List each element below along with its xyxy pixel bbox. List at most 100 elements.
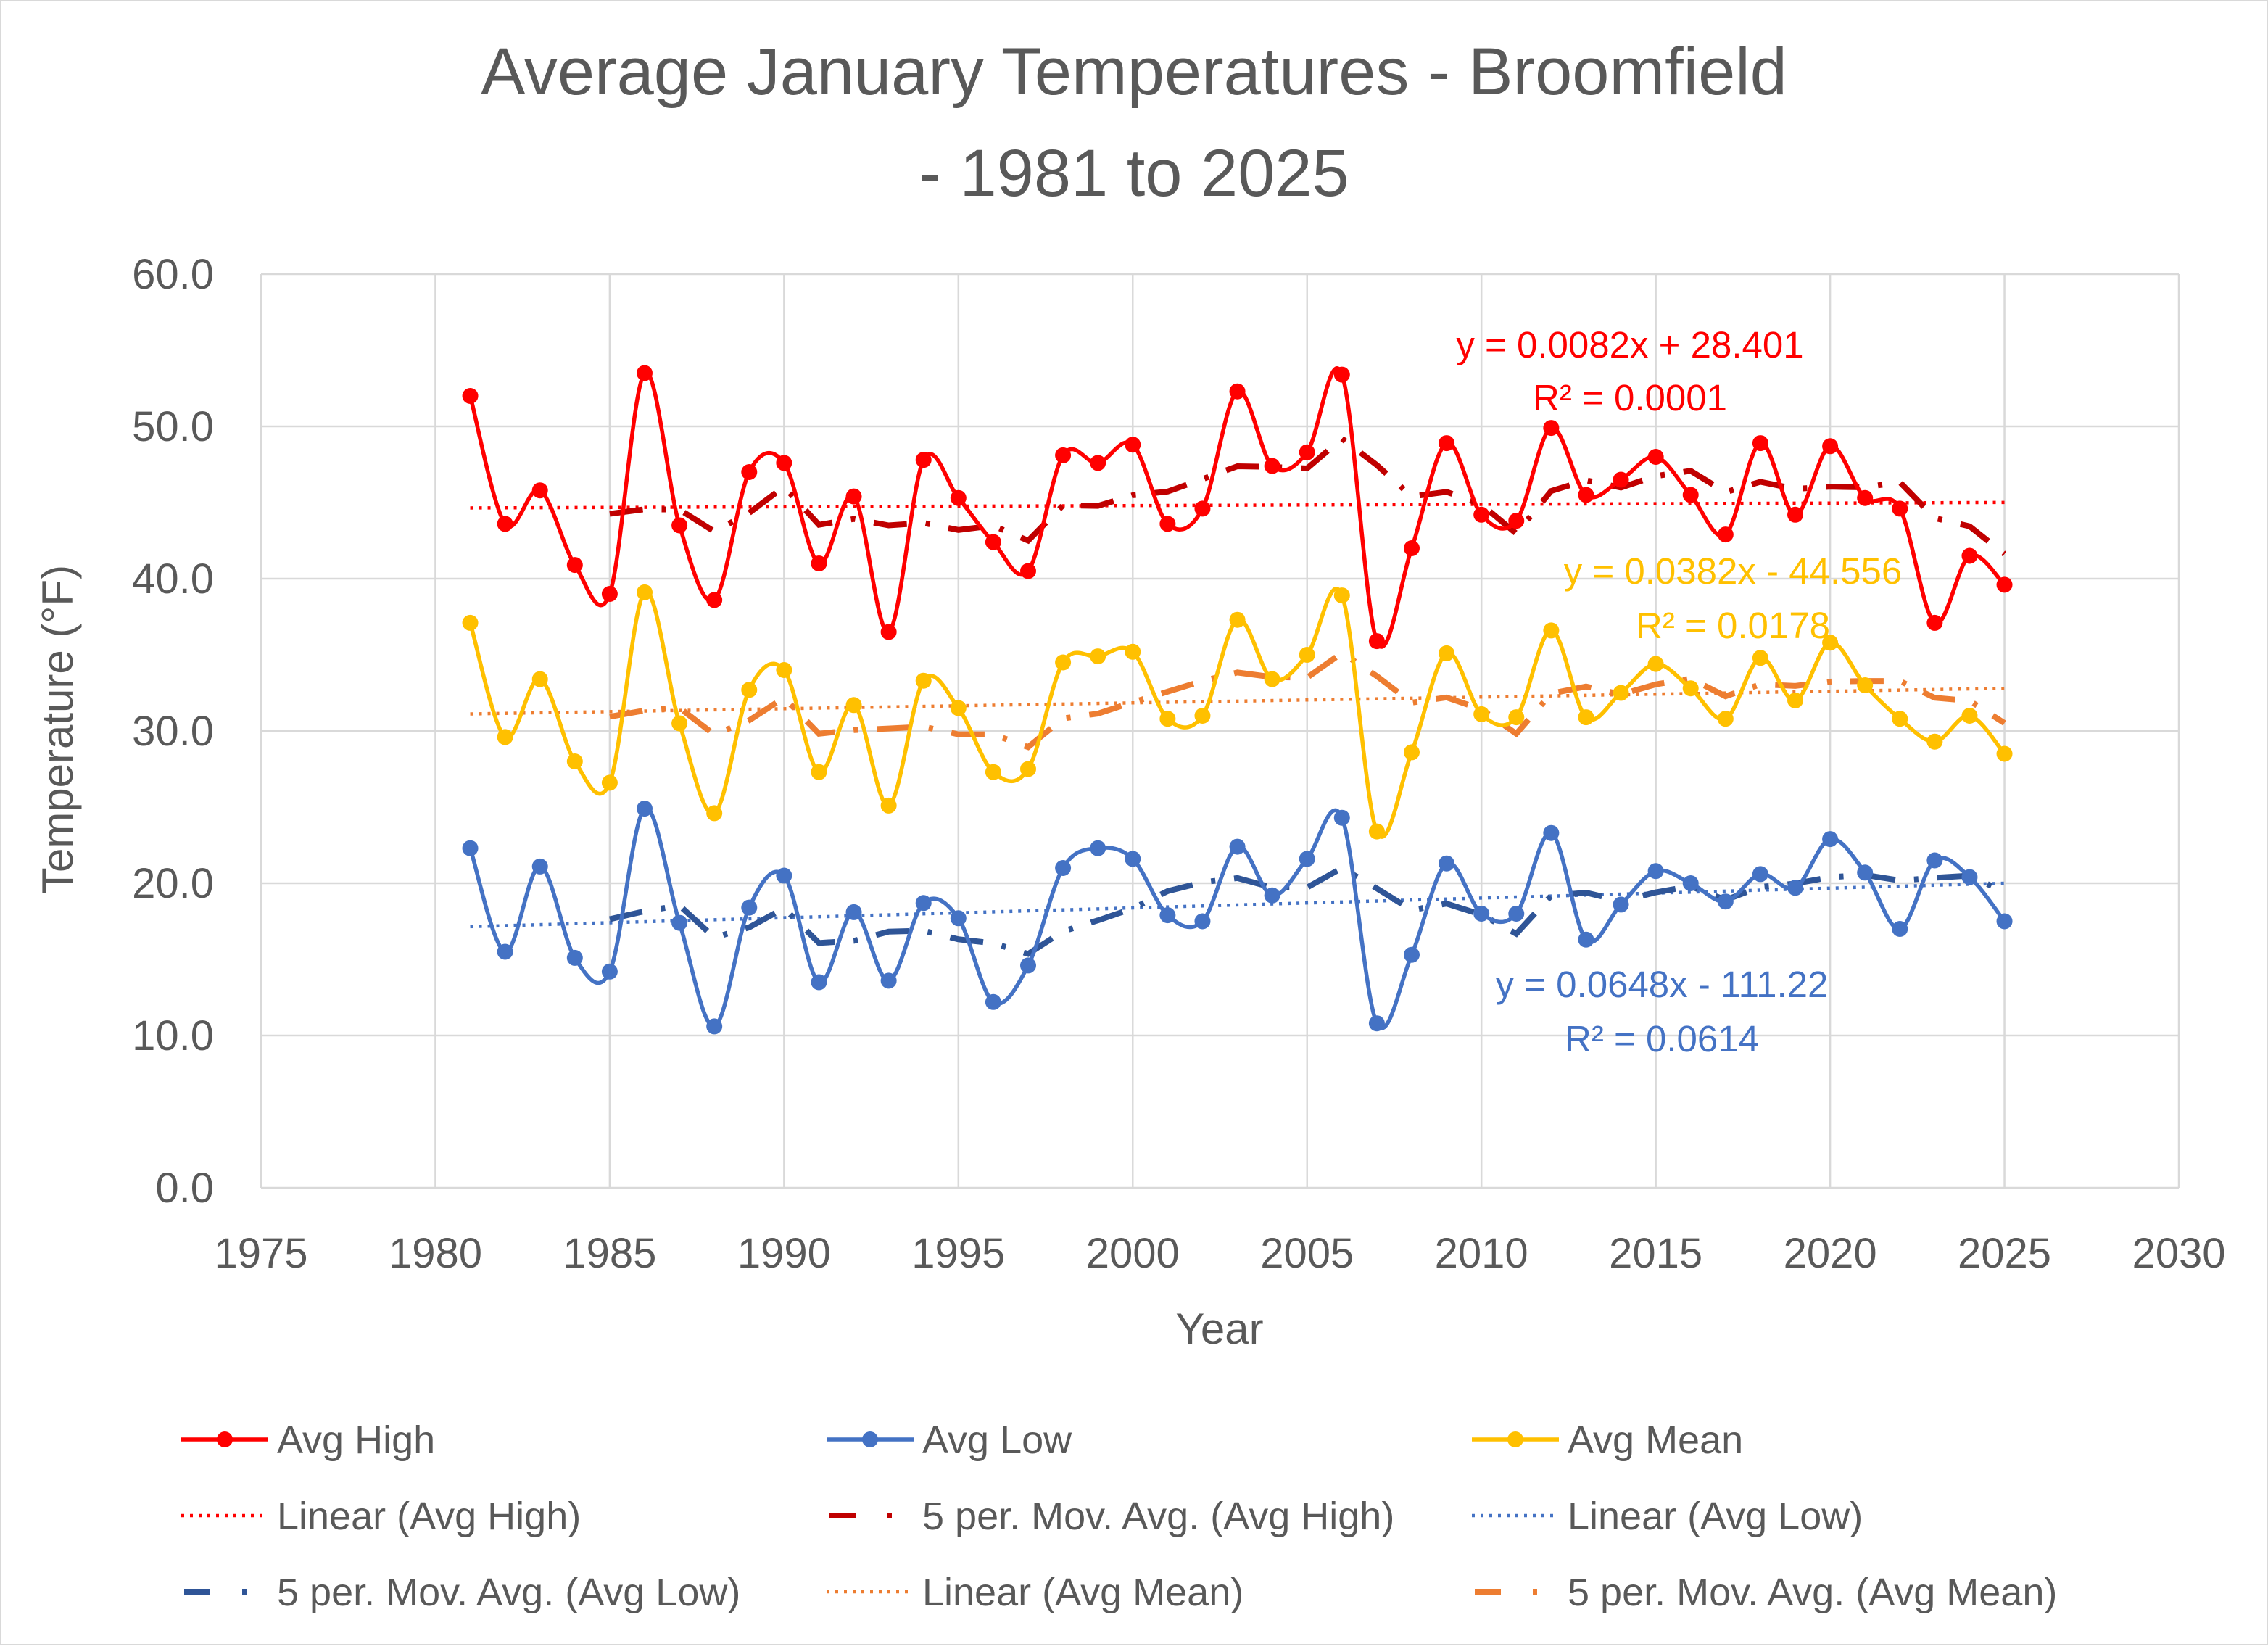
y-tick-label: 20.0 xyxy=(132,860,214,907)
data-point-low xyxy=(776,867,792,884)
data-point-mean xyxy=(1090,648,1106,665)
data-point-high xyxy=(1159,516,1176,532)
data-point-high xyxy=(1404,540,1420,556)
y-tick-label: 40.0 xyxy=(132,555,214,603)
data-point-mean xyxy=(1647,656,1664,672)
data-point-low xyxy=(1996,913,2013,930)
data-point-mean xyxy=(1473,706,1490,722)
data-point-low xyxy=(1926,852,1943,869)
data-point-mean xyxy=(1368,823,1385,840)
data-point-high xyxy=(1892,500,1908,517)
legend-swatch-marker xyxy=(217,1431,233,1447)
legend: Avg High Avg Low Avg Mean Linear (Avg High)… xyxy=(181,1418,2057,1614)
plot-area xyxy=(462,365,2013,1035)
data-point-low xyxy=(1473,906,1490,922)
legend-entry: Linear (Avg Low) xyxy=(1472,1495,1863,1538)
data-point-low xyxy=(1508,906,1525,922)
data-point-mean xyxy=(1822,635,1839,651)
trendline-equation-mean: y = 0.0382x - 44.556 xyxy=(1564,550,1902,592)
data-point-low xyxy=(1682,875,1699,891)
data-point-high xyxy=(741,464,758,480)
trendline-r2-low: R² = 0.0614 xyxy=(1565,1018,1759,1059)
data-point-high xyxy=(1090,455,1106,471)
data-point-low xyxy=(1787,880,1803,896)
legend-swatch-marker xyxy=(1507,1431,1523,1447)
data-point-high xyxy=(1682,487,1699,503)
legend-entry: Avg Low xyxy=(827,1418,1072,1462)
data-point-mean xyxy=(1333,587,1350,604)
data-point-low xyxy=(1090,840,1106,856)
data-point-low xyxy=(1333,809,1350,826)
legend-entry: 5 per. Mov. Avg. (Avg High) xyxy=(829,1495,1394,1538)
x-tick-label: 2030 xyxy=(2132,1230,2225,1277)
data-point-low xyxy=(706,1018,723,1035)
data-point-low xyxy=(1439,855,1455,872)
data-point-high xyxy=(1543,420,1560,437)
data-point-low xyxy=(880,972,897,989)
data-point-mean xyxy=(1439,645,1455,661)
data-point-low xyxy=(845,904,862,920)
data-point-low xyxy=(1055,860,1072,876)
data-point-mean xyxy=(776,662,792,678)
data-point-mean xyxy=(880,797,897,814)
data-point-low xyxy=(1159,907,1176,924)
data-point-low xyxy=(671,914,688,931)
data-point-low xyxy=(1543,824,1560,841)
chart-title-line-2: - 1981 to 2025 xyxy=(919,136,1349,210)
legend-label: 5 per. Mov. Avg. (Avg Low) xyxy=(277,1571,740,1614)
data-point-low xyxy=(497,943,513,960)
legend-label: 5 per. Mov. Avg. (Avg Mean) xyxy=(1568,1571,2057,1614)
data-point-high xyxy=(1299,444,1315,460)
data-point-mean xyxy=(741,682,758,698)
legend-entry: Linear (Avg High) xyxy=(181,1495,581,1538)
data-point-high xyxy=(880,624,897,640)
data-point-high xyxy=(1996,576,2013,593)
x-tick-label: 2000 xyxy=(1086,1230,1180,1277)
x-axis-tick-labels: 1975 1980 1985 1990 1995 2000 2005 2010 2015 2020… xyxy=(214,1230,2225,1277)
data-point-low xyxy=(1229,838,1246,855)
data-point-high xyxy=(811,555,827,571)
data-point-low xyxy=(1613,896,1629,913)
x-tick-label: 2025 xyxy=(1958,1230,2051,1277)
data-point-low xyxy=(1892,921,1908,937)
data-point-mean xyxy=(1578,709,1594,726)
data-point-mean xyxy=(1299,647,1315,663)
data-point-low xyxy=(1578,931,1594,948)
data-point-mean xyxy=(1926,733,1943,750)
data-point-high xyxy=(1926,614,1943,631)
legend-entry: 5 per. Mov. Avg. (Avg Mean) xyxy=(1475,1571,2057,1614)
data-point-low xyxy=(811,974,827,991)
data-point-low xyxy=(1752,866,1768,883)
x-tick-label: 1995 xyxy=(911,1230,1005,1277)
legend-entry: Avg Mean xyxy=(1472,1418,1743,1462)
x-axis-label: Year xyxy=(1175,1305,1263,1353)
grid xyxy=(260,273,2180,1189)
legend-entry: Linear (Avg Mean) xyxy=(827,1571,1243,1614)
data-point-high xyxy=(1368,633,1385,650)
trendline-equation-low: y = 0.0648x - 111.22 xyxy=(1496,964,1829,1005)
data-point-mean xyxy=(1508,709,1525,726)
x-tick-label: 1980 xyxy=(389,1230,482,1277)
data-point-mean xyxy=(1787,693,1803,708)
legend-label: Avg Low xyxy=(922,1418,1072,1462)
x-tick-label: 1985 xyxy=(563,1230,656,1277)
data-point-high xyxy=(637,365,653,381)
legend-label: Avg Mean xyxy=(1568,1418,1743,1462)
data-point-low xyxy=(741,899,758,916)
data-point-high xyxy=(1961,547,1978,564)
trendline-r2-mean: R² = 0.0178 xyxy=(1636,605,1830,646)
data-point-mean xyxy=(985,764,1001,780)
data-point-mean xyxy=(1020,761,1036,777)
data-point-low xyxy=(1299,851,1315,867)
data-point-low xyxy=(1264,887,1280,904)
data-point-high xyxy=(566,557,583,574)
data-point-low xyxy=(1717,893,1734,910)
data-point-high xyxy=(1822,438,1839,455)
data-point-high xyxy=(1055,447,1072,463)
trendline-linear-high xyxy=(470,500,2005,510)
data-point-high xyxy=(1439,435,1455,452)
data-point-low xyxy=(566,949,583,966)
x-tick-label: 2005 xyxy=(1260,1230,1354,1277)
data-point-high xyxy=(1229,383,1246,400)
